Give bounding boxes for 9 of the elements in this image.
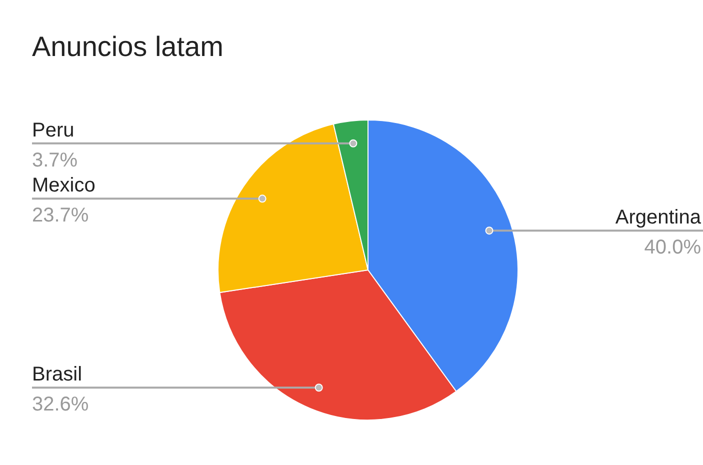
slice-label: Argentina xyxy=(615,206,702,229)
slice-label: Peru xyxy=(32,119,74,142)
data-label: 3.7% xyxy=(32,149,78,172)
data-label: 32.6% xyxy=(32,394,89,416)
chart-title: Anuncios latam xyxy=(32,31,224,62)
slice-label: Mexico xyxy=(32,174,96,197)
data-label: 40.0% xyxy=(644,236,702,259)
data-label: 23.7% xyxy=(32,204,89,227)
slice-label: Brasil xyxy=(32,364,82,386)
